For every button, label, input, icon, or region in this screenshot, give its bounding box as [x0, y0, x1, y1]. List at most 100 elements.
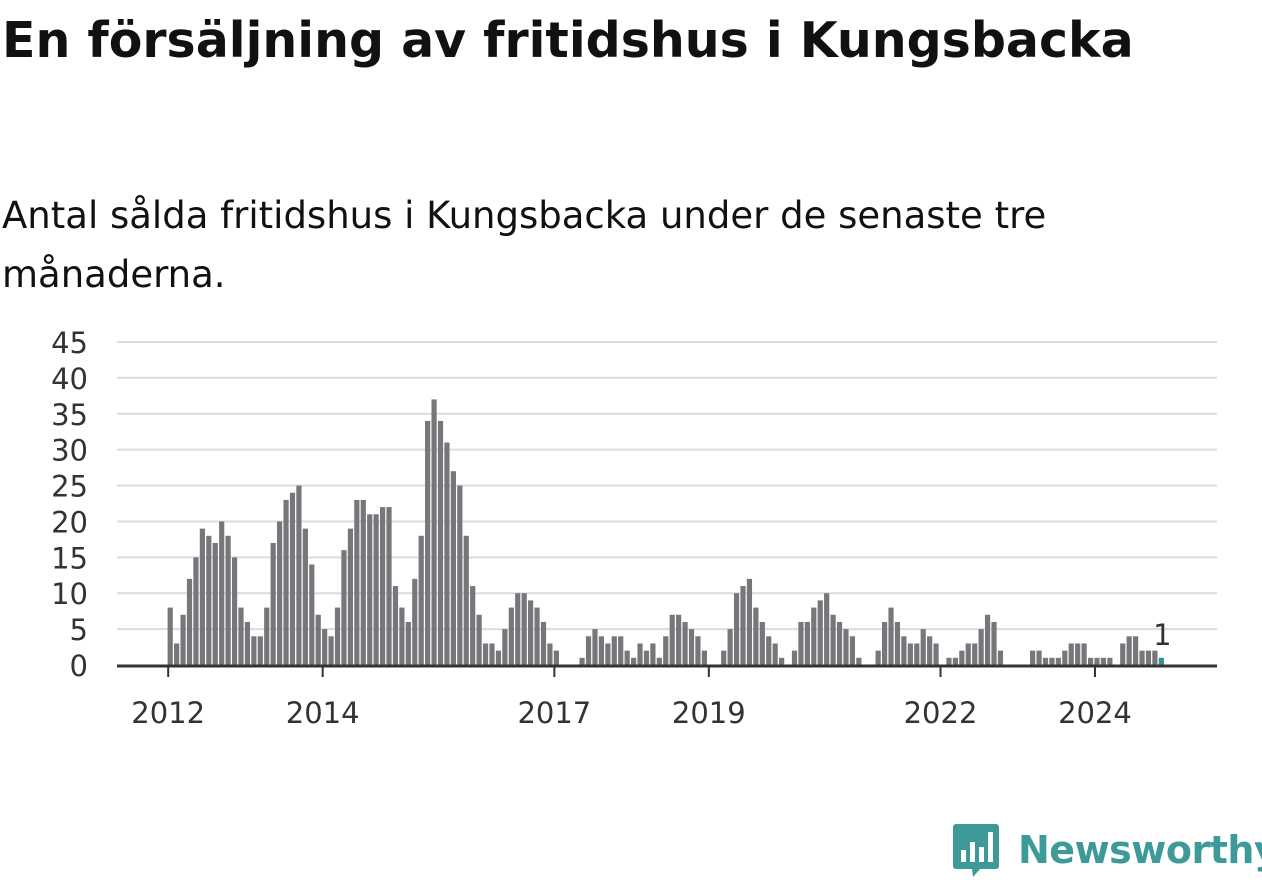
- bar: [283, 499, 289, 665]
- bar: [206, 535, 212, 665]
- bar: [334, 607, 341, 665]
- bar: [463, 535, 469, 665]
- bar: [618, 636, 624, 665]
- bar: [830, 614, 836, 665]
- bar: [849, 636, 856, 665]
- bar: [450, 471, 456, 665]
- bar: [1152, 650, 1158, 665]
- bar: [386, 507, 392, 665]
- bar: [309, 564, 315, 665]
- bar: [418, 535, 424, 665]
- bar: [534, 607, 540, 665]
- bar: [946, 657, 952, 665]
- bar: [347, 528, 354, 665]
- bar: [270, 542, 276, 665]
- bar: [186, 578, 193, 665]
- newsworthy-logo: Newsworthy: [952, 820, 1262, 880]
- last-value-label: 1: [1153, 618, 1171, 652]
- bar: [354, 499, 360, 665]
- bar: [373, 514, 379, 665]
- bar: [766, 636, 772, 665]
- bar: [180, 614, 186, 665]
- bar: [753, 607, 759, 665]
- bar: [997, 650, 1004, 665]
- bar: [257, 636, 263, 665]
- x-tick-label: 2022: [904, 696, 978, 730]
- bar: [1049, 657, 1055, 665]
- bar: [798, 621, 804, 665]
- bar: [1068, 643, 1074, 665]
- bar: [650, 643, 656, 665]
- bar: [212, 542, 218, 665]
- y-tick-label: 35: [51, 398, 88, 432]
- bar: [502, 629, 508, 665]
- bar: [598, 636, 605, 665]
- bar: [663, 636, 669, 665]
- bar: [772, 643, 778, 665]
- bar: [1075, 643, 1081, 665]
- bar: [920, 629, 926, 665]
- bar: [746, 578, 753, 665]
- bar: [508, 607, 514, 665]
- bar: [1107, 657, 1113, 665]
- bar: [727, 629, 733, 665]
- bar: [521, 593, 527, 665]
- bar: [553, 650, 559, 665]
- x-tick-label: 2014: [286, 696, 360, 730]
- x-tick-label: 2019: [672, 696, 746, 730]
- bar: [1081, 643, 1087, 665]
- bar: [972, 643, 978, 665]
- y-tick-label: 45: [51, 326, 88, 360]
- bar: [933, 643, 939, 665]
- bar: [733, 593, 740, 665]
- bar: [952, 657, 958, 665]
- bar: [740, 586, 746, 665]
- bar: [959, 650, 965, 665]
- bar: [412, 578, 418, 665]
- bar: [1100, 657, 1107, 665]
- bar: [482, 643, 489, 665]
- bar: [328, 636, 334, 665]
- bar: [882, 621, 888, 665]
- bar: [611, 636, 617, 665]
- x-tick-label: 2012: [131, 696, 205, 730]
- y-tick-label: 15: [51, 541, 88, 575]
- bar: [277, 521, 283, 665]
- bar: [238, 607, 244, 665]
- bar: [1145, 650, 1152, 665]
- bar: [721, 650, 727, 665]
- bar: [540, 621, 547, 665]
- bar: [1094, 657, 1100, 665]
- bar: [901, 636, 907, 665]
- bar: [367, 514, 373, 665]
- bar: [315, 614, 321, 665]
- bar: [1030, 650, 1036, 665]
- bar: [984, 614, 991, 665]
- bar: [174, 643, 180, 665]
- bar: [547, 643, 553, 665]
- bar: [399, 607, 405, 665]
- newsworthy-logo-icon: [953, 824, 999, 877]
- bar: [824, 593, 830, 665]
- bar: [656, 657, 662, 665]
- bar: [225, 535, 231, 665]
- bar: [405, 621, 411, 665]
- chart-subtitle: Antal sålda fritidshus i Kungsbacka unde…: [2, 194, 1047, 296]
- bar-series: [167, 399, 1164, 665]
- brand-name: Newsworthy: [1018, 828, 1262, 872]
- bar: [431, 399, 437, 665]
- bar: [193, 557, 199, 665]
- bar-latest: [1158, 657, 1164, 665]
- bar: [643, 650, 650, 665]
- bar: [476, 614, 482, 665]
- bar: [605, 643, 611, 665]
- bar: [888, 607, 894, 665]
- bar: [489, 643, 495, 665]
- bar: [392, 586, 399, 665]
- bar: [630, 657, 637, 665]
- bar: [264, 607, 270, 665]
- bar: [444, 442, 450, 665]
- y-tick-label: 0: [70, 649, 88, 683]
- bar: [991, 621, 997, 665]
